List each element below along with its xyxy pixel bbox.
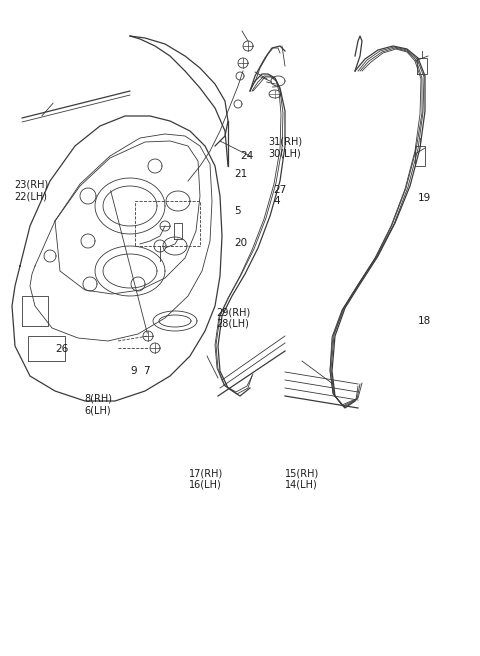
Text: 18: 18: [418, 316, 431, 327]
Text: 17(RH)
16(LH): 17(RH) 16(LH): [189, 468, 224, 489]
Text: 9: 9: [130, 365, 137, 376]
Text: 31(RH)
30(LH): 31(RH) 30(LH): [269, 137, 303, 158]
Text: 29(RH)
28(LH): 29(RH) 28(LH): [216, 308, 250, 329]
Text: 20: 20: [234, 237, 247, 248]
Text: 26: 26: [55, 344, 69, 354]
Text: 19: 19: [418, 193, 431, 203]
Text: 23(RH)
22(LH): 23(RH) 22(LH): [14, 180, 48, 201]
Text: 15(RH)
14(LH): 15(RH) 14(LH): [285, 468, 320, 489]
Text: 21: 21: [234, 169, 248, 179]
Text: 4: 4: [274, 195, 280, 206]
Text: 7: 7: [143, 365, 150, 376]
Text: 8(RH)
6(LH): 8(RH) 6(LH): [84, 394, 112, 415]
Text: 24: 24: [240, 151, 253, 161]
Text: 27: 27: [274, 185, 287, 195]
Text: 5: 5: [234, 206, 241, 216]
